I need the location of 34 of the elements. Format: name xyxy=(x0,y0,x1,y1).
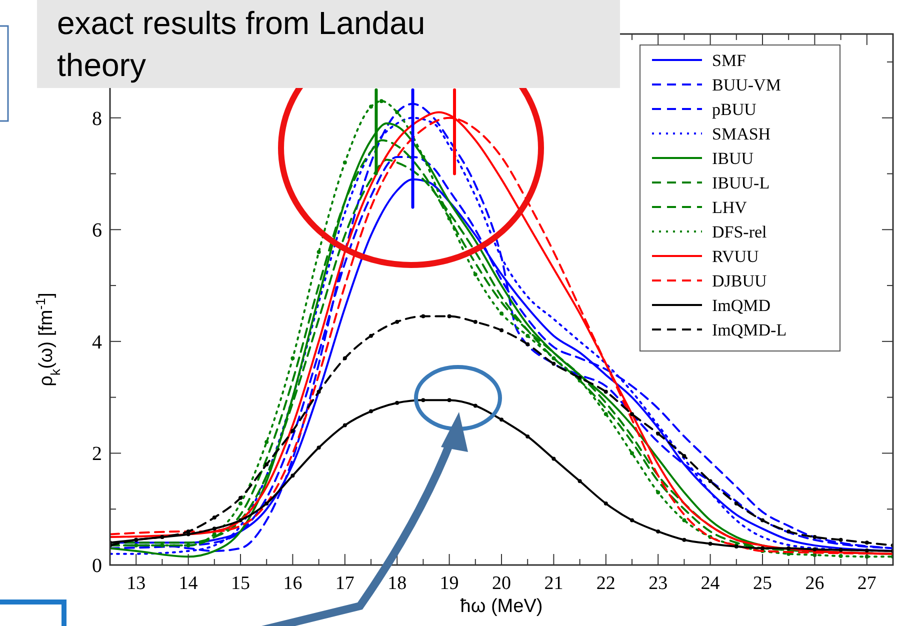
legend-label: IBUU-L xyxy=(712,174,770,192)
x-tick-label: 18 xyxy=(388,573,407,594)
legend-label: pBUU xyxy=(712,100,756,119)
legend-label: BUU-VM xyxy=(712,76,781,94)
legend-label: SMF xyxy=(712,51,746,70)
y-tick-label: 2 xyxy=(92,443,102,466)
x-tick-label: 14 xyxy=(178,573,198,594)
annotation: exact results from Landau theory xyxy=(57,5,426,83)
y-tick-label: 0 xyxy=(92,555,102,577)
x-axis-title: ħω (MeV) xyxy=(460,596,543,617)
x-tick-label: 25 xyxy=(753,573,772,594)
x-tick-label: 24 xyxy=(700,573,720,594)
y-tick-label: 8 xyxy=(92,108,102,130)
x-tick-label: 19 xyxy=(440,573,459,594)
x-tick-label: 17 xyxy=(335,573,354,594)
legend-label: ImQMD xyxy=(712,296,771,315)
x-tick-label: 26 xyxy=(805,573,824,594)
x-tick-label: 16 xyxy=(283,573,302,594)
legend-label: IBUU xyxy=(712,149,754,168)
x-tick-label: 23 xyxy=(648,573,668,594)
x-tick-label: 22 xyxy=(596,573,616,594)
legend-label: RVUU xyxy=(712,247,759,266)
x-tick-label: 20 xyxy=(492,573,511,594)
legend-label: ImQMD-L xyxy=(712,320,787,340)
x-tick-label: 21 xyxy=(544,573,564,594)
x-tick-label: 15 xyxy=(231,573,250,594)
legend-label: DJBUU xyxy=(712,272,767,290)
legend-label: DFS-rel xyxy=(712,222,768,242)
x-tick-label: 13 xyxy=(126,573,146,594)
x-tick-label: 27 xyxy=(857,573,876,594)
y-tick-label: 4 xyxy=(92,331,102,354)
legend-label: LHV xyxy=(712,198,748,217)
legend-label: SMASH xyxy=(712,124,771,144)
y-tick-label: 6 xyxy=(92,220,102,242)
